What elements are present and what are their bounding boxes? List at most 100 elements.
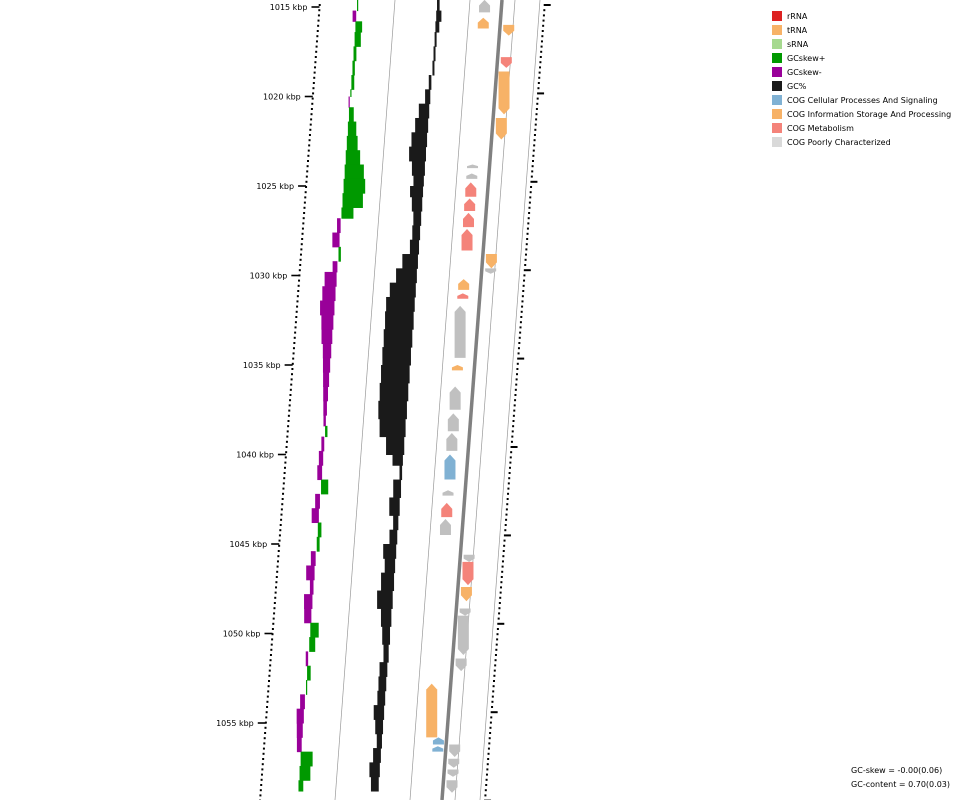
gc-content-bar: [381, 572, 395, 592]
outer-minor-tick: [516, 368, 519, 370]
ruler-minor-tick: [310, 118, 313, 121]
gene-arrow: [467, 164, 479, 169]
ruler-minor-tick: [317, 24, 320, 27]
ruler-minor-tick: [279, 524, 282, 526]
gc-content-bar: [378, 676, 387, 692]
ruler-minor-tick: [283, 477, 286, 480]
ruler-minor-tick: [261, 763, 264, 766]
outer-minor-tick: [494, 654, 497, 656]
ruler-minor-tick: [292, 352, 295, 355]
ruler-minor-tick: [260, 773, 263, 776]
ruler-minor-tick: [318, 4, 321, 6]
ruler-minor-tick: [309, 128, 312, 131]
legend-swatch: [772, 137, 782, 147]
gc-content-bar: [375, 719, 384, 735]
gc-content-bar: [415, 117, 429, 133]
legend-label: tRNA: [787, 25, 808, 35]
gc-skew-plus-bar: [317, 522, 322, 538]
ruler-tick-label: 1030 kbp: [250, 272, 288, 281]
gene-arrow: [465, 182, 477, 197]
gc-skew-minus-bar: [323, 372, 330, 387]
legend-swatch: [772, 95, 782, 105]
outer-minor-tick: [528, 206, 531, 209]
outer-minor-tick: [535, 108, 538, 110]
gene-arrow: [426, 683, 438, 738]
gc-content-bar: [382, 347, 411, 366]
gc-skew-minus-bar: [320, 300, 335, 316]
gc-skew-minus-bar: [322, 286, 336, 302]
legend-item: sRNA: [772, 37, 951, 51]
outer-minor-tick: [499, 591, 502, 594]
outer-minor-tick: [534, 123, 537, 126]
outer-minor-tick: [510, 451, 513, 454]
ruler-minor-tick: [294, 321, 297, 324]
gc-skew-minus-bar: [296, 737, 302, 753]
gene-arrow: [448, 758, 460, 768]
gene-arrow: [459, 608, 471, 616]
gene-arrow: [460, 586, 472, 602]
ruler-minor-tick: [284, 461, 287, 464]
gene-arrow: [464, 198, 476, 212]
ruler-minor-tick: [294, 326, 297, 329]
outer-minor-tick: [526, 232, 529, 235]
ruler-minor-tick: [289, 388, 292, 391]
gc-skew-minus-bar: [323, 386, 329, 402]
ruler-minor-tick: [302, 217, 305, 220]
ruler-minor-tick: [295, 316, 298, 318]
gc-content-bar: [373, 705, 385, 720]
outer-minor-tick: [489, 726, 492, 729]
ruler-minor-tick: [307, 160, 309, 162]
outer-minor-tick: [535, 118, 538, 121]
outer-minor-tick: [541, 30, 544, 32]
ruler-minor-tick: [287, 420, 290, 422]
gc-content-bar: [409, 146, 427, 162]
ruler-minor-tick: [276, 570, 279, 573]
gc-content-bar: [418, 103, 430, 119]
gc-skew-minus-bar: [321, 436, 325, 452]
ruler-tick-label: 1025 kbp: [256, 182, 294, 191]
gc-content-bar: [383, 644, 389, 663]
gc-content-bar: [380, 608, 392, 627]
outer-minor-tick: [534, 128, 537, 131]
gc-skew-minus-bar: [321, 314, 334, 330]
legend-label: sRNA: [787, 39, 809, 49]
ruler-minor-tick: [281, 498, 284, 500]
ruler-minor-tick: [310, 108, 313, 110]
outer-minor-tick: [535, 113, 538, 116]
outer-minor-tick: [542, 19, 545, 22]
outer-major-tick: [490, 711, 498, 714]
gc-skew-plus-bar: [300, 751, 313, 767]
ruler-minor-tick: [289, 399, 292, 402]
outer-minor-tick: [528, 212, 531, 214]
ruler-minor-tick: [267, 690, 270, 693]
gc-content-bar: [369, 762, 380, 778]
outer-minor-tick: [525, 243, 528, 246]
ruler-minor-tick: [272, 617, 275, 620]
gc-skew-plus-bar: [354, 32, 361, 47]
ruler-minor-tick: [306, 170, 309, 173]
outer-minor-tick: [532, 154, 535, 157]
gc-skew-minus-bar: [304, 594, 313, 609]
gc-content-bar: [437, 0, 440, 12]
gc-content-bar: [411, 160, 425, 176]
outer-minor-tick: [505, 513, 508, 516]
gc-content-bar: [428, 75, 432, 90]
outer-minor-tick: [515, 378, 518, 381]
gc-content-bar: [377, 690, 386, 706]
gc-content-bar: [411, 132, 428, 148]
ruler-minor-tick: [309, 123, 312, 126]
outer-minor-tick: [519, 331, 522, 334]
outer-minor-tick: [485, 773, 488, 776]
legend-item: COG Metabolism: [772, 121, 951, 135]
outer-minor-tick: [489, 721, 492, 724]
gc-content-bar: [411, 196, 423, 212]
outer-minor-tick: [494, 664, 497, 667]
outer-minor-tick: [507, 492, 510, 495]
legend-item: tRNA: [772, 23, 951, 37]
legend-item: COG Information Storage And Processing: [772, 107, 951, 121]
outer-minor-tick: [501, 565, 504, 568]
gc-content-bar: [370, 776, 379, 792]
ruler-minor-tick: [288, 404, 291, 407]
outer-major-tick: [537, 92, 545, 95]
gc-skew-plus-bar: [298, 780, 304, 792]
